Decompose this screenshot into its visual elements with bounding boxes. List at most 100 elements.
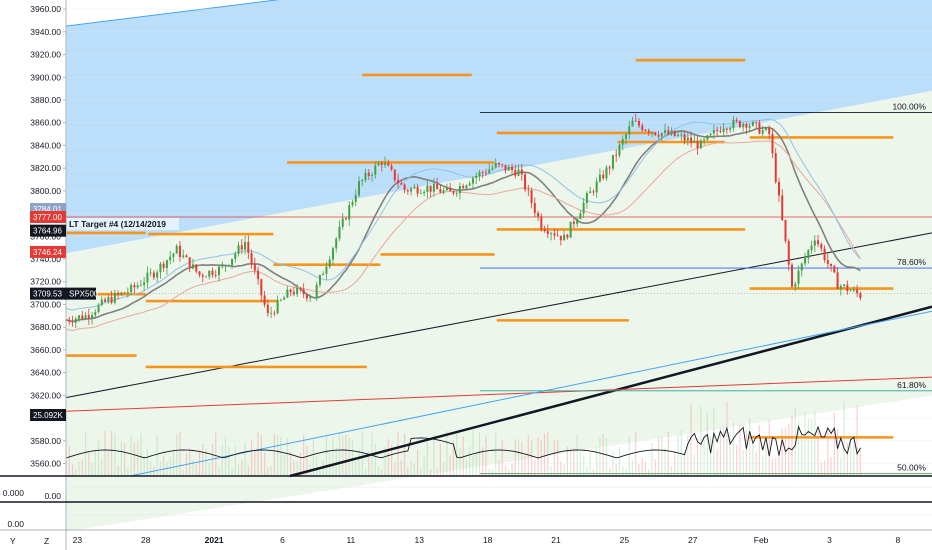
volume-bar-56 xyxy=(247,465,249,476)
candle-body-116 xyxy=(442,190,445,193)
candle-body-61 xyxy=(263,295,266,305)
volume-bar-66 xyxy=(280,437,282,476)
candle-body-158 xyxy=(579,213,582,220)
candle-body-80 xyxy=(325,266,328,274)
candle-body-199 xyxy=(712,130,715,134)
candle-body-94 xyxy=(371,174,374,176)
candle-body-183 xyxy=(660,132,663,137)
price-tag-bg-4 xyxy=(30,287,66,300)
volume-bar-198 xyxy=(710,436,712,476)
candle-body-164 xyxy=(598,174,601,182)
y-tick-label-13: 3820.00 xyxy=(30,163,61,173)
candle-body-161 xyxy=(589,191,592,194)
candle-body-24 xyxy=(143,282,146,286)
candle-body-133 xyxy=(498,162,500,165)
candle-body-222 xyxy=(787,240,790,265)
y-tick-label-15: 3860.00 xyxy=(30,118,61,128)
candle-body-56 xyxy=(247,241,250,253)
candle-body-227 xyxy=(804,258,807,264)
volume-bar-208 xyxy=(742,450,744,476)
candle-body-129 xyxy=(484,172,487,174)
volume-bar-193 xyxy=(693,454,695,476)
volume-bar-164 xyxy=(599,437,601,476)
volume-bar-119 xyxy=(452,441,455,476)
volume-bar-73 xyxy=(303,434,305,476)
candle-body-162 xyxy=(592,191,595,193)
candle-body-19 xyxy=(126,292,129,294)
volume-bar-126 xyxy=(475,452,477,476)
candle-body-148 xyxy=(546,231,549,234)
grid-lines xyxy=(66,8,932,464)
y-tick-label-16: 3880.00 xyxy=(30,95,61,105)
y-button[interactable]: Y xyxy=(10,536,16,546)
volume-bar-159 xyxy=(583,455,585,476)
volume-bar-192 xyxy=(690,403,692,476)
volume-bar-30 xyxy=(163,455,165,476)
volume-bar-175 xyxy=(635,432,637,476)
volume-bar-9 xyxy=(94,450,96,476)
candle-body-204 xyxy=(729,128,732,130)
volume-bar-137 xyxy=(511,463,513,476)
candle-body-159 xyxy=(582,202,585,214)
volume-bar-204 xyxy=(729,432,731,476)
volume-bar-207 xyxy=(739,424,741,476)
volume-bar-220 xyxy=(781,428,783,476)
volume-bar-216 xyxy=(768,419,770,476)
candle-body-167 xyxy=(608,167,611,169)
volume-bar-146 xyxy=(540,440,542,476)
volume-bar-111 xyxy=(426,442,428,476)
volume-bar-161 xyxy=(589,453,591,476)
candle-body-171 xyxy=(621,139,624,145)
candle-body-69 xyxy=(289,289,292,292)
volume-bar-125 xyxy=(472,430,474,476)
candle-body-102 xyxy=(397,180,400,184)
symbol-tag-bg xyxy=(66,287,96,300)
candle-body-178 xyxy=(644,130,647,131)
candle-body-123 xyxy=(465,185,468,189)
candle-body-144 xyxy=(533,202,536,214)
candle-body-14 xyxy=(110,297,113,303)
volume-bar-105 xyxy=(407,467,409,476)
volume-bar-185 xyxy=(667,431,669,476)
candle-body-8 xyxy=(91,315,94,319)
volume-bar-231 xyxy=(817,430,819,476)
volume-bar-196 xyxy=(703,435,705,476)
volume-bar-13 xyxy=(107,450,109,476)
moving-averages xyxy=(65,118,861,332)
volume-bar-132 xyxy=(495,432,497,476)
trend-line-blue xyxy=(129,310,932,477)
y-tick-label-9: 3740.00 xyxy=(30,254,61,264)
candle-body-34 xyxy=(175,245,178,254)
candle-body-131 xyxy=(491,167,494,170)
target-label: LT Target #4 (12/14/2019 xyxy=(69,219,166,229)
symbol-tag-label: SPX500 xyxy=(69,290,99,299)
candle-body-32 xyxy=(169,256,172,261)
candle-body-27 xyxy=(152,272,155,278)
candle-body-124 xyxy=(468,183,471,186)
candle-body-21 xyxy=(133,285,136,288)
volume-bar-76 xyxy=(312,439,315,476)
candle-body-186 xyxy=(670,130,673,135)
time-axis[interactable]: 23 28 2021 6 11 13 18 21 25 27 Feb 3 8 xyxy=(73,535,901,545)
ma-salmon xyxy=(65,140,861,332)
candle-body-209 xyxy=(745,124,748,128)
candle-body-243 xyxy=(856,289,859,294)
candle-body-152 xyxy=(559,235,562,241)
candle-body-3 xyxy=(74,318,77,323)
target-label-bg xyxy=(67,217,179,230)
z-button[interactable]: Z xyxy=(44,536,49,546)
volume-bar-174 xyxy=(631,460,634,476)
y-tick-label-7: 3700.00 xyxy=(30,299,61,309)
candle-body-79 xyxy=(322,273,325,276)
support-resistance-levels[interactable]: LT Target #4 (12/14/2019 xyxy=(66,58,894,439)
candle-body-216 xyxy=(768,128,771,134)
y-tick-label-12: 3800.00 xyxy=(30,186,61,196)
candle-body-17 xyxy=(120,292,123,295)
candle-body-149 xyxy=(550,233,553,235)
candle-body-6 xyxy=(84,315,87,320)
volume-bar-237 xyxy=(836,429,839,476)
candle-body-52 xyxy=(234,253,237,259)
y-tick-label-0: 3560.00 xyxy=(30,459,61,469)
volume-bar-235 xyxy=(830,457,832,476)
